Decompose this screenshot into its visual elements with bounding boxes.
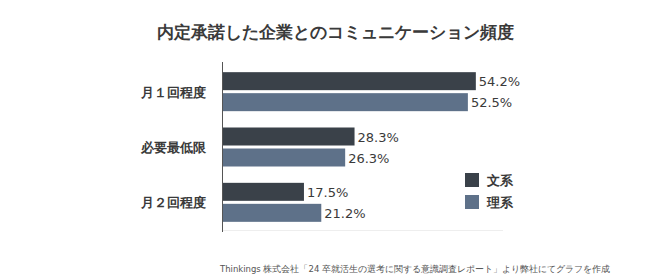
bar <box>222 72 476 90</box>
y-axis-line <box>222 62 223 232</box>
bar <box>222 128 355 146</box>
x-axis-line <box>222 230 503 231</box>
category-label: 必要最低限 <box>140 140 207 155</box>
bar <box>222 149 345 167</box>
legend-swatch <box>465 173 479 187</box>
bars <box>222 72 476 222</box>
title: 内定承諾した企業とのコミュニケーション頻度 <box>157 22 514 42</box>
bar <box>222 204 321 222</box>
legend-label: 理系 <box>486 195 514 210</box>
bar <box>222 93 468 111</box>
legend-swatch <box>465 195 479 209</box>
data-label: 52.5% <box>471 95 512 110</box>
bar <box>222 183 304 201</box>
source-note: Thinkings 株式会社「24 卒就活生の選考に関する意識調査レポート」より… <box>219 264 610 274</box>
data-label: 54.2% <box>479 74 520 89</box>
category-label: 月２回程度 <box>140 195 206 210</box>
legend-label: 文系 <box>486 173 514 188</box>
data-label: 17.5% <box>307 185 348 200</box>
data-label: 26.3% <box>348 151 389 166</box>
category-label: 月１回程度 <box>140 85 206 100</box>
data-label: 28.3% <box>358 130 399 145</box>
data-label: 21.2% <box>324 206 365 221</box>
chart: 内定承諾した企業とのコミュニケーション頻度月１回程度 54.2% 52.5% 必要最低… <box>0 0 670 280</box>
